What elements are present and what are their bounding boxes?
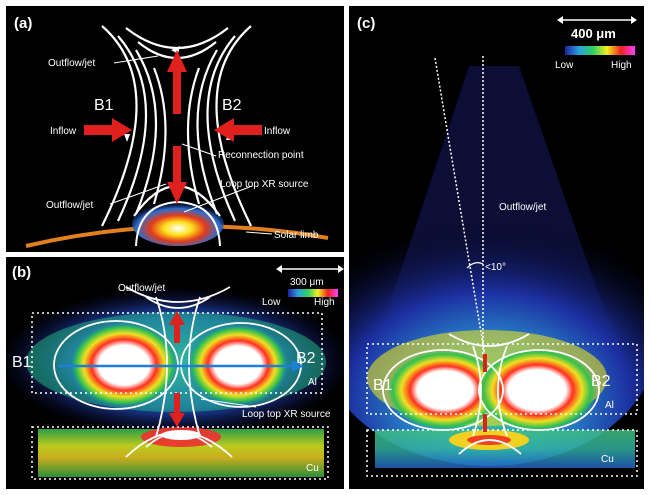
red-arrows-b	[169, 311, 185, 427]
cu-label-c: Cu	[601, 454, 614, 465]
angle-arc	[466, 262, 484, 269]
low-label-c: Low	[555, 60, 574, 71]
experiment-image-b: 300 μm Low High (b) Outflow/jet B1 B2 Al…	[6, 264, 344, 480]
inflow-left-label: Inflow	[50, 126, 77, 137]
colorbar-b	[288, 289, 338, 297]
panel-a: (a) Outflow/jet B1 B2 Inflow Inflow Reco…	[6, 6, 344, 252]
b2-label-b: B2	[296, 350, 316, 367]
al-label-c: Al	[605, 400, 614, 411]
panel-c: 400 μm Low High (c) Outflow/jet <10° B1 …	[349, 6, 644, 489]
reconnection-schematic: (a) Outflow/jet B1 B2 Inflow Inflow Reco…	[14, 15, 329, 248]
panel-a-label: (a)	[14, 15, 32, 32]
loop-top-label-b: Loop top XR source	[242, 409, 331, 420]
scale-label-c: 400 μm	[571, 26, 616, 41]
reconnection-point-label: Reconnection point	[218, 150, 304, 161]
loop-top-label: Loop top XR source	[220, 179, 309, 190]
colorbar-c	[565, 46, 635, 55]
al-label-b: Al	[308, 377, 317, 388]
high-label-c: High	[611, 60, 632, 71]
scale-label-b: 300 μm	[290, 277, 324, 288]
cu-label-b: Cu	[306, 463, 319, 474]
experiment-image-c: 400 μm Low High (c) Outflow/jet <10° B1 …	[349, 15, 644, 477]
inflow-right-label: Inflow	[264, 126, 291, 137]
red-arrows	[84, 50, 262, 204]
panel-b: 300 μm Low High (b) Outflow/jet B1 B2 Al…	[6, 257, 344, 489]
outflow-label-c: Outflow/jet	[499, 202, 546, 213]
b1-label-b: B1	[12, 354, 32, 371]
b2-label-c: B2	[591, 373, 611, 390]
hot-spot-left-c	[387, 350, 503, 430]
loop-top-xr-blob	[132, 202, 224, 246]
solar-limb-label: Solar limb	[274, 230, 319, 241]
panel-c-label: (c)	[357, 15, 375, 32]
b2-label: B2	[222, 97, 242, 114]
outflow-bottom-label: Outflow/jet	[46, 200, 93, 211]
panel-b-label: (b)	[12, 264, 31, 281]
field-lines-c	[382, 333, 600, 455]
outflow-label-b: Outflow/jet	[118, 283, 165, 294]
high-label-b: High	[314, 297, 335, 308]
leader-lines	[109, 55, 273, 235]
loop-arc	[135, 200, 221, 247]
low-label-b: Low	[262, 297, 281, 308]
cu-box	[31, 426, 329, 480]
b1-label: B1	[94, 97, 114, 114]
cu-box-c	[366, 429, 638, 477]
angle-label: <10°	[485, 262, 506, 273]
b1-label-c: B1	[373, 377, 393, 394]
hot-spot-right-c	[477, 348, 597, 432]
outflow-top-label: Outflow/jet	[48, 58, 95, 69]
